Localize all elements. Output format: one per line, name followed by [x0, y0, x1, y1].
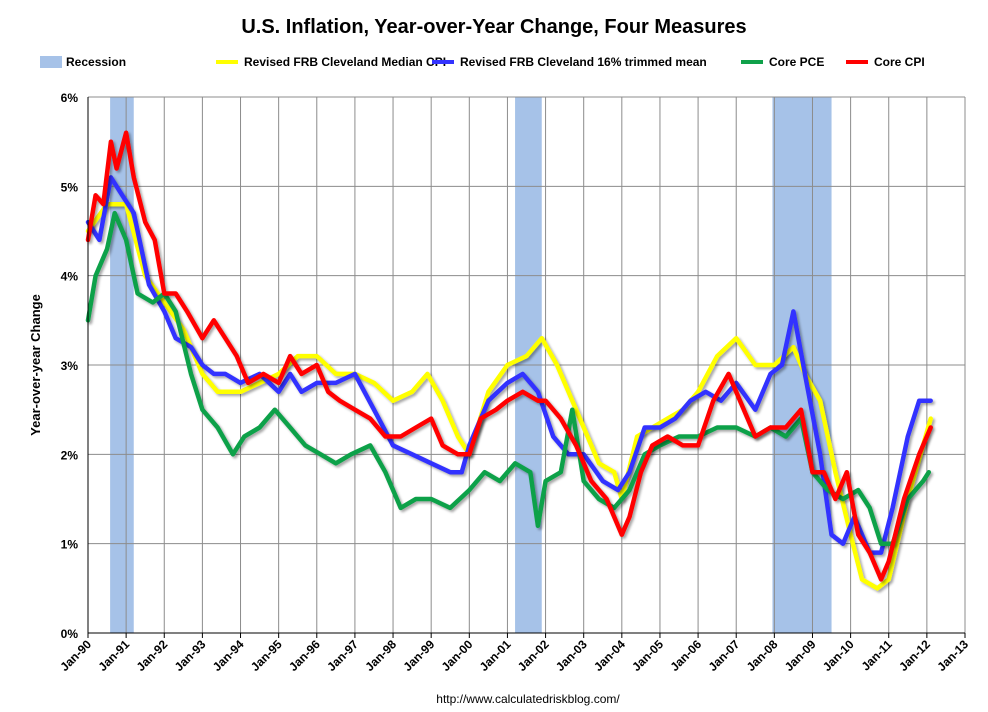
x-tick-label: Jan-10: [820, 637, 857, 674]
y-axis-label: Year-over-year Change: [28, 294, 43, 436]
y-tick-label: 2%: [61, 448, 79, 462]
x-tick-label: Jan-13: [934, 637, 971, 674]
legend-label: Revised FRB Cleveland Median CPI: [244, 55, 446, 69]
x-tick-label: Jan-04: [591, 637, 628, 674]
x-tick-label: Jan-95: [248, 637, 285, 674]
x-tick-label: Jan-02: [515, 637, 552, 674]
legend-swatch-recession: [40, 56, 62, 68]
legend-label: Core CPI: [874, 55, 925, 69]
x-tick-label: Jan-92: [134, 637, 171, 674]
y-tick-label: 4%: [61, 270, 79, 284]
chart-title: U.S. Inflation, Year-over-Year Change, F…: [241, 16, 746, 38]
x-tick-label: Jan-93: [172, 637, 209, 674]
x-tick-label: Jan-12: [896, 637, 933, 674]
x-tick-label: Jan-08: [744, 637, 781, 674]
x-tick-label: Jan-01: [477, 637, 514, 674]
x-tick-label: Jan-97: [324, 637, 361, 674]
y-tick-label: 1%: [61, 538, 79, 552]
legend-label: Recession: [66, 55, 126, 69]
x-tick-label: Jan-96: [286, 637, 323, 674]
x-tick-label: Jan-03: [553, 637, 590, 674]
series-lines: [85, 130, 933, 591]
x-tick-label: Jan-94: [210, 637, 247, 674]
y-tick-label: 3%: [61, 359, 79, 373]
x-tick-label: Jan-91: [95, 637, 132, 674]
x-tick-label: Jan-06: [667, 637, 704, 674]
legend-label: Revised FRB Cleveland 16% trimmed mean: [460, 55, 707, 69]
x-tick-label: Jan-09: [782, 637, 819, 674]
x-tick-label: Jan-05: [629, 637, 666, 674]
series-line-core-cpi: [85, 130, 933, 582]
series-line-revised-frb-cleveland-16-trimmed-mean: [85, 175, 933, 555]
x-tick-label: Jan-00: [439, 637, 476, 674]
y-tick-label: 5%: [61, 180, 79, 194]
y-tick-label: 6%: [61, 91, 79, 105]
x-tick-label: Jan-07: [706, 637, 743, 674]
x-tick-label: Jan-90: [57, 637, 94, 674]
source-url: http://www.calculatedriskblog.com/: [436, 692, 620, 706]
legend-label: Core PCE: [769, 55, 824, 69]
x-tick-label: Jan-99: [401, 637, 438, 674]
legend: Recession Revised FRB Cleveland Median CP…: [40, 55, 925, 69]
x-tick-label: Jan-11: [859, 637, 896, 674]
x-tick-label: Jan-98: [362, 637, 399, 674]
y-tick-label: 0%: [61, 627, 79, 641]
